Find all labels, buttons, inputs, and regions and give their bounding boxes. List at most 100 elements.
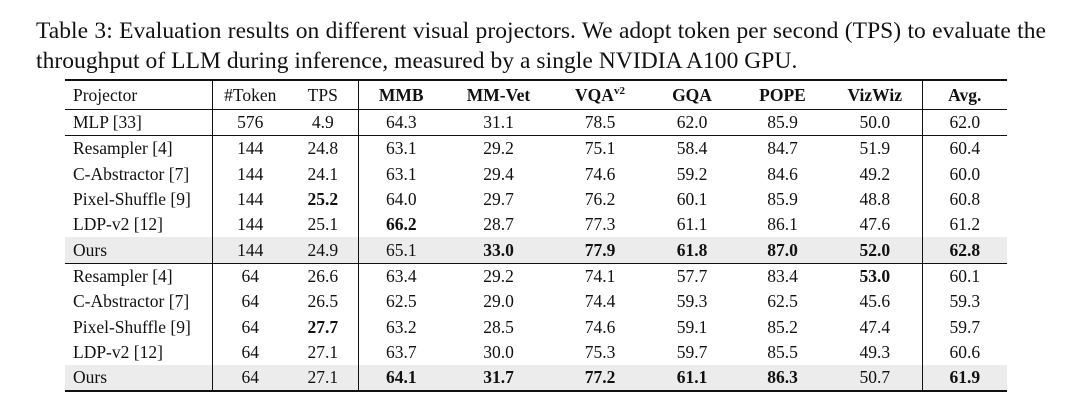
cell-mmb: 64.3 [357, 109, 444, 137]
header-projector: Projector [65, 79, 212, 110]
cell-vizwiz: 49.3 [859, 341, 891, 362]
cell-mmb: 63.7 [357, 339, 444, 365]
cell-tps: 26.6 [307, 265, 339, 286]
cell-avg: 61.2 [921, 212, 1007, 238]
cell-tps: 4.9 [288, 109, 358, 137]
header-vqa-sup: v2 [613, 84, 625, 97]
cell-mmvet: 29.4 [483, 163, 514, 184]
cell-mmb: 63.1 [357, 135, 444, 162]
table-row-ours: Ours 64 27.1 64.1 31.7 77.2 61.1 86.3 50.7 61.9 [65, 364, 1007, 393]
cell-token: 144 [211, 135, 288, 162]
cell-pope: 86.1 [767, 214, 798, 235]
cell-pope: 85.2 [767, 316, 798, 337]
cell-vizwiz: 52.0 [828, 237, 922, 264]
cell-projector: Ours [65, 364, 212, 393]
header-pope: POPE [737, 79, 828, 110]
cell-vizwiz: 47.4 [859, 316, 891, 337]
cell-vqa: 74.6 [584, 163, 616, 184]
cell-vqa: 74.1 [584, 265, 616, 286]
cell-gqa: 62.0 [647, 109, 737, 137]
header-tps: TPS [288, 79, 358, 110]
cell-token: 144 [211, 186, 288, 213]
cell-projector: Resampler [4] [73, 138, 173, 159]
table-row: Pixel-Shuffle [9] 64 27.7 63.2 28.5 74.6 59.1 8… [65, 314, 1007, 340]
cell-mmb: 65.1 [357, 237, 444, 264]
cell-avg: 59.3 [921, 289, 1007, 315]
cell-mmvet: 29.2 [483, 138, 514, 159]
cell-gqa: 61.8 [647, 237, 737, 264]
cell-vizwiz: 45.6 [859, 291, 891, 312]
cell-avg: 62.0 [921, 109, 1007, 137]
cell-projector: Pixel-Shuffle [9] [73, 189, 191, 210]
cell-gqa: 59.1 [676, 316, 708, 337]
cell-vqa: 77.3 [584, 214, 616, 235]
cell-mmb: 63.2 [357, 314, 444, 340]
cell-mmb: 63.1 [357, 161, 444, 187]
cell-mmvet: 30.0 [483, 341, 514, 362]
header-gqa: GQA [647, 79, 737, 110]
cell-vizwiz: 50.0 [828, 109, 922, 137]
table-row: Pixel-Shuffle [9] 144 25.2 64.0 29.7 76.2 60.1… [65, 186, 1007, 213]
cell-projector: MLP [33] [65, 109, 212, 137]
cell-mmvet: 33.0 [444, 237, 553, 264]
cell-projector: LDP-v2 [12] [73, 214, 163, 235]
cell-pope: 86.3 [737, 364, 828, 393]
cell-avg: 61.9 [921, 364, 1007, 393]
cell-gqa: 59.7 [676, 341, 708, 362]
cell-gqa: 59.2 [676, 163, 708, 184]
cell-tps: 24.8 [307, 138, 339, 159]
cell-avg: 59.7 [921, 314, 1007, 340]
cell-pope: 85.5 [767, 341, 798, 362]
cell-avg: 62.8 [921, 237, 1007, 264]
cell-token: 64 [211, 364, 288, 393]
cell-token: 64 [211, 289, 288, 315]
cell-tps: 26.5 [307, 291, 339, 312]
cell-gqa: 59.3 [676, 291, 708, 312]
cell-pope: 85.9 [737, 109, 828, 137]
cell-projector: Pixel-Shuffle [9] [73, 316, 191, 337]
header-vqa-text: VQA [575, 84, 614, 105]
cell-token: 576 [211, 109, 288, 137]
cell-gqa: 61.1 [676, 214, 708, 235]
cell-vizwiz: 49.2 [859, 163, 891, 184]
cell-tps: 24.9 [288, 237, 358, 264]
cell-tps: 27.7 [307, 316, 339, 337]
header-vizwiz: VizWiz [828, 79, 922, 110]
header-token: #Token [211, 79, 288, 110]
cell-token: 64 [211, 339, 288, 365]
cell-pope: 83.4 [767, 265, 798, 286]
cell-projector: C-Abstractor [7] [73, 163, 190, 184]
cell-vqa: 78.5 [553, 109, 647, 137]
cell-mmvet: 29.7 [483, 189, 514, 210]
cell-gqa: 60.1 [676, 189, 708, 210]
cell-projector: LDP-v2 [12] [73, 341, 163, 362]
table-row: Resampler [4] 64 26.6 63.4 29.2 74.1 57.7 83.4 5… [65, 263, 1007, 290]
cell-avg: 60.0 [921, 161, 1007, 187]
table-row: LDP-v2 [12] 64 27.1 63.7 30.0 75.3 59.7 85.5 49.… [65, 339, 1007, 365]
cell-vqa: 74.4 [584, 291, 616, 312]
cell-vqa: 74.6 [584, 316, 616, 337]
table-row: C-Abstractor [7] 64 26.5 62.5 29.0 74.4 59.3 62… [65, 289, 1007, 315]
header-avg: Avg. [921, 79, 1007, 110]
table-row: C-Abstractor [7] 144 24.1 63.1 29.4 74.6 59.2 8… [65, 161, 1007, 187]
cell-pope: 84.7 [767, 138, 798, 159]
table-row: Resampler [4] 144 24.8 63.1 29.2 75.1 58.4 84.7… [65, 135, 1007, 162]
cell-vqa: 77.9 [553, 237, 647, 264]
cell-projector: Resampler [4] [73, 265, 173, 286]
cell-avg: 60.4 [921, 135, 1007, 162]
cell-mmvet: 31.7 [444, 364, 553, 393]
cell-pope: 87.0 [737, 237, 828, 264]
table-row: MLP [33] 576 4.9 64.3 31.1 78.5 62.0 85.9 50.0 62… [65, 109, 1007, 137]
cell-avg: 60.8 [921, 186, 1007, 213]
header-mmvet: MM-Vet [444, 79, 553, 110]
results-table: Projector #Token TPS MMB MM-Vet VQAv2 GQ… [65, 79, 1007, 393]
cell-mmb: 62.5 [357, 289, 444, 315]
cell-projector: C-Abstractor [7] [73, 291, 190, 312]
header-row: Projector #Token TPS MMB MM-Vet VQAv2 GQ… [65, 79, 1007, 110]
results-table-container: Projector #Token TPS MMB MM-Vet VQAv2 GQ… [65, 79, 1007, 393]
cell-pope: 85.9 [767, 189, 798, 210]
cell-gqa: 57.7 [676, 265, 708, 286]
cell-vizwiz: 51.9 [859, 138, 891, 159]
cell-mmb: 64.1 [357, 364, 444, 393]
